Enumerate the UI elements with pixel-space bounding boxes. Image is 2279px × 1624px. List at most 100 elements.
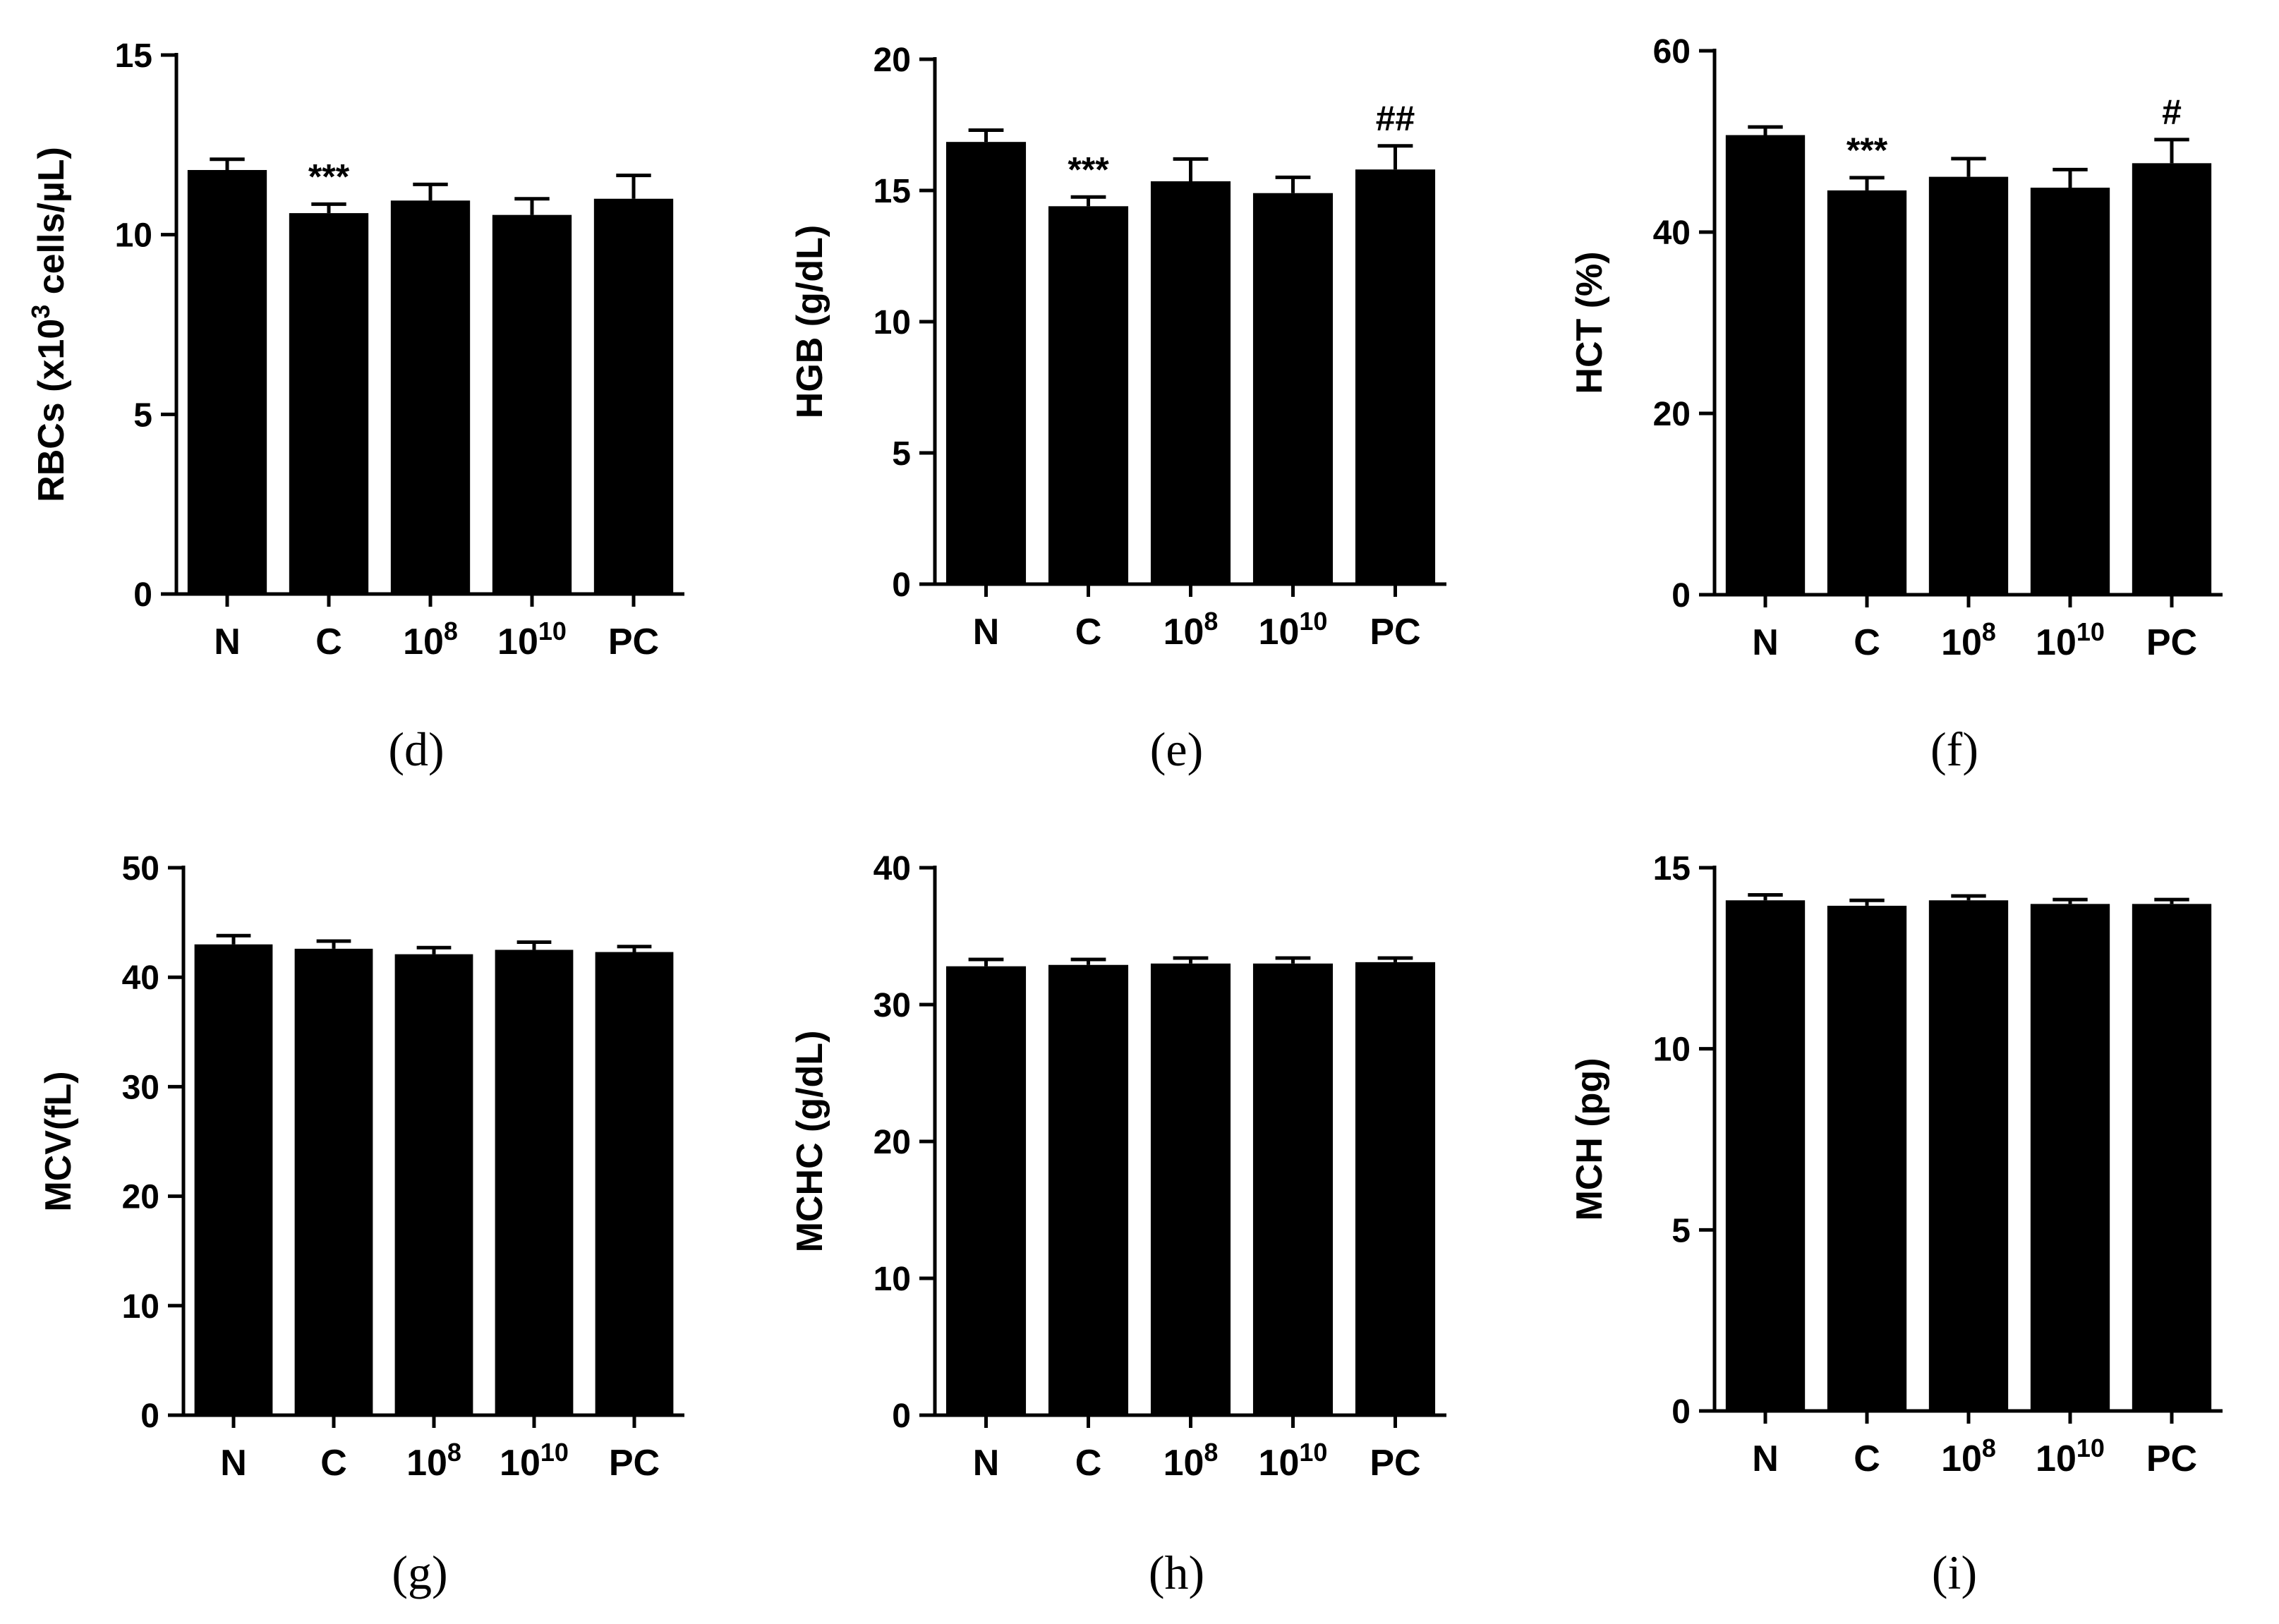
category-label: C <box>1854 622 1880 663</box>
panel-label: (g) <box>392 1546 447 1599</box>
y-axis-title: MCH (pg) <box>1569 1058 1610 1220</box>
y-tick-label: 20 <box>122 1179 159 1216</box>
y-tick-label: 50 <box>122 850 159 887</box>
y-tick-label: 15 <box>873 173 911 210</box>
significance-label: *** <box>308 157 350 196</box>
panel-label: (i) <box>1932 1546 1977 1599</box>
bar <box>593 198 674 594</box>
bar <box>1355 962 1436 1415</box>
y-tick-label: 0 <box>140 1398 159 1435</box>
category-label: C <box>1075 612 1102 653</box>
y-axis-title: MCV(fL) <box>38 1071 79 1211</box>
bar <box>1725 900 1806 1411</box>
bar <box>294 948 373 1415</box>
bar <box>1252 193 1334 585</box>
category-label: N <box>1752 622 1779 663</box>
category-label: C <box>315 622 342 662</box>
bar <box>2030 188 2110 595</box>
bar <box>1048 964 1129 1415</box>
category-label: N <box>214 622 241 662</box>
category-label: PC <box>608 622 659 662</box>
y-tick-label: 10 <box>873 1261 911 1298</box>
category-superscript: 10 <box>1299 1438 1327 1467</box>
category-superscript: 8 <box>1204 1438 1218 1467</box>
bar <box>187 169 267 594</box>
category-label: 108 <box>406 1438 461 1484</box>
y-tick-label: 60 <box>1653 33 1691 71</box>
y-tick-label: 30 <box>873 987 911 1024</box>
category-label: 1010 <box>1259 1438 1328 1484</box>
y-tick-label: 20 <box>873 42 911 79</box>
y-axis-title: RBCs (x103 cells/µL) <box>26 147 72 502</box>
category-label: 1010 <box>500 1438 569 1484</box>
bar <box>945 966 1027 1415</box>
bar <box>495 950 574 1415</box>
category-superscript: 8 <box>1982 1434 1996 1462</box>
y-tick-label: 0 <box>1672 577 1691 614</box>
bar <box>492 214 572 594</box>
bar <box>1928 900 2009 1411</box>
bar <box>1048 206 1129 584</box>
y-tick-label: 40 <box>122 959 159 997</box>
y-tick-label: 15 <box>115 37 152 75</box>
y-tick-label: 10 <box>115 217 152 255</box>
category-label: N <box>1752 1438 1779 1479</box>
category-label: PC <box>1370 1443 1420 1484</box>
category-superscript: 10 <box>538 617 567 646</box>
category-superscript: 8 <box>1982 617 1996 646</box>
category-label: 1010 <box>1259 607 1328 653</box>
bar <box>1827 190 1907 595</box>
bar <box>1150 181 1231 585</box>
bar <box>394 954 473 1415</box>
category-label: PC <box>2146 622 2197 663</box>
category-label: 1010 <box>2036 617 2105 663</box>
bar <box>945 142 1027 584</box>
bar <box>2132 163 2212 595</box>
y-tick-label: 10 <box>873 304 911 341</box>
y-tick-label: 10 <box>1653 1031 1691 1069</box>
category-superscript: 8 <box>1204 607 1218 636</box>
bar <box>2030 904 2110 1411</box>
y-axis-title: HGB (g/dL) <box>790 225 830 418</box>
panel-label: (h) <box>1149 1546 1204 1599</box>
y-tick-label: 0 <box>892 1398 911 1435</box>
panel-label: (e) <box>1150 722 1203 776</box>
y-axis-title: HCT (%) <box>1569 251 1610 394</box>
y-tick-label: 10 <box>122 1288 159 1326</box>
bar <box>1928 176 2009 595</box>
y-axis-title-suffix: cells/µL) <box>31 147 72 305</box>
category-superscript: 10 <box>1299 607 1327 636</box>
bar <box>2132 904 2212 1411</box>
panel-label: (d) <box>388 722 444 776</box>
y-tick-label: 0 <box>1672 1393 1691 1431</box>
y-tick-label: 5 <box>133 396 152 434</box>
category-label: 108 <box>1163 607 1219 653</box>
y-tick-label: 30 <box>122 1069 159 1106</box>
bar <box>1827 905 1907 1411</box>
category-label: 1010 <box>497 617 567 662</box>
y-axis-title: MCHC (g/dL) <box>790 1031 830 1253</box>
category-superscript: 8 <box>447 1438 461 1467</box>
category-superscript: 10 <box>2077 1434 2105 1462</box>
y-axis-title-superscript: 3 <box>26 305 55 319</box>
y-tick-label: 40 <box>873 850 911 887</box>
category-label: N <box>973 612 1000 653</box>
category-superscript: 10 <box>2077 617 2105 646</box>
bar <box>595 952 674 1415</box>
category-label: C <box>1854 1438 1880 1479</box>
bar <box>289 213 369 594</box>
bar <box>390 200 471 594</box>
category-label: PC <box>2146 1438 2197 1479</box>
y-tick-label: 5 <box>1672 1212 1691 1249</box>
bar <box>1725 135 1806 595</box>
category-label: N <box>973 1443 1000 1484</box>
panel-label: (f) <box>1930 722 1978 776</box>
significance-label: # <box>2162 92 2182 132</box>
significance-label: *** <box>1846 131 1888 170</box>
